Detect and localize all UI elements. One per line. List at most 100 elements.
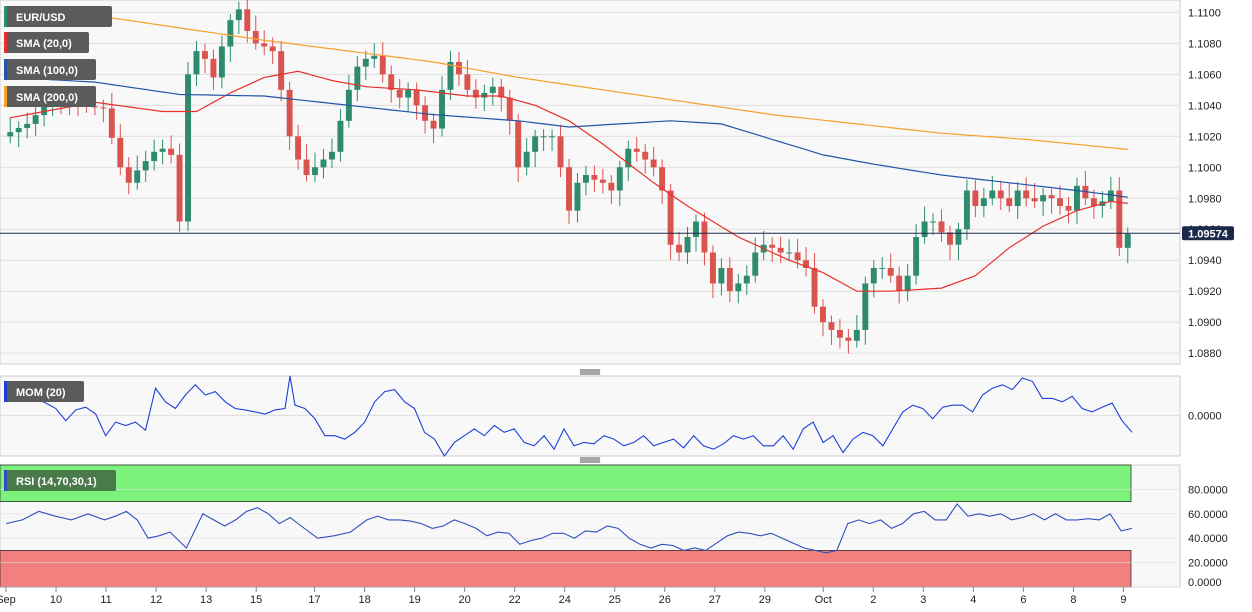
legend-mom-bg[interactable] — [4, 381, 84, 402]
candle-body — [125, 167, 132, 183]
candle — [201, 43, 208, 74]
candle — [557, 124, 564, 178]
legend-rsi[interactable]: RSI (14,70,30,1) — [4, 470, 116, 491]
splitter-handle-1[interactable] — [578, 369, 602, 375]
candle-body — [362, 58, 369, 67]
candle-body — [523, 151, 530, 168]
mom-line — [5, 375, 1133, 457]
legend-sma20-bg[interactable] — [4, 32, 89, 53]
legend-sma200-bg[interactable] — [4, 86, 96, 107]
price-tick-label: 1.1060 — [1188, 69, 1222, 81]
price-tick-label: 1.1100 — [1188, 7, 1221, 19]
candle — [286, 81, 293, 150]
candle — [295, 124, 302, 170]
legend-sma200[interactable]: SMA (200,0) — [4, 86, 96, 107]
candle-body — [769, 244, 776, 248]
candle — [15, 121, 22, 148]
candle — [904, 264, 911, 302]
candle — [676, 231, 683, 262]
rsi-series-line — [5, 503, 1133, 554]
candle — [650, 146, 657, 177]
candle-body — [709, 252, 716, 284]
candle — [879, 257, 886, 279]
rsi-tick-label: 60.0000 — [1188, 509, 1228, 521]
legend-sma100-bg[interactable] — [4, 59, 96, 80]
legend-mom[interactable]: MOM (20) — [4, 381, 84, 402]
candle-body — [1074, 185, 1080, 211]
candle — [777, 236, 784, 264]
mom-series-line — [5, 375, 1133, 457]
x-tick-label: Sep — [0, 594, 16, 606]
candle-body — [312, 167, 318, 176]
candle-body — [633, 148, 640, 152]
x-tick-label: 22 — [509, 594, 521, 606]
candle-body — [32, 115, 39, 124]
candle-body — [151, 151, 158, 162]
price-tick-label: 1.1080 — [1188, 38, 1222, 50]
rsi-tick-label: 40.0000 — [1188, 533, 1228, 545]
candle — [913, 224, 920, 285]
candle — [947, 225, 953, 260]
legend-sma100[interactable]: SMA (100,0) — [4, 59, 96, 80]
legend-symbol-bg[interactable] — [4, 6, 112, 27]
legend-sma20[interactable]: SMA (20,0) — [4, 32, 89, 53]
candle — [1057, 185, 1064, 215]
candle — [735, 273, 742, 304]
candle-body — [91, 106, 98, 108]
candle-body — [693, 221, 699, 237]
candle-body — [371, 55, 378, 59]
legend-rsi-bg[interactable] — [4, 470, 116, 491]
candle-body — [455, 61, 462, 75]
candle — [125, 156, 132, 195]
candle — [549, 129, 556, 152]
candle — [591, 165, 598, 192]
legend-mom-label: MOM (20) — [16, 387, 66, 399]
candle-body — [752, 252, 759, 276]
candle — [117, 124, 124, 176]
candle-body — [1116, 190, 1123, 248]
candle-body — [24, 123, 31, 129]
candle-body — [134, 170, 141, 183]
candle — [963, 179, 970, 241]
candle — [1074, 177, 1080, 225]
candle — [1090, 189, 1097, 219]
candle — [1006, 182, 1013, 213]
candle — [997, 180, 1004, 211]
x-tick-label: 13 — [200, 594, 212, 606]
candle-body — [193, 51, 200, 75]
candle-body — [108, 108, 115, 138]
candle — [769, 237, 776, 263]
splitter-handle-2[interactable] — [578, 457, 602, 463]
candle-body — [777, 247, 784, 253]
legend-symbol[interactable]: EUR/USD — [4, 6, 112, 27]
candle — [24, 112, 31, 139]
candle — [354, 56, 361, 102]
candle — [168, 135, 175, 164]
candle-body — [599, 179, 606, 183]
candle-body — [828, 322, 835, 330]
candle-body — [1006, 198, 1013, 207]
candle — [1107, 176, 1114, 210]
candle-body — [853, 329, 860, 341]
candle-body — [726, 267, 733, 292]
candle — [599, 168, 606, 194]
momentum-panel: 0.0000 — [0, 375, 1222, 457]
legend-rsi-label: RSI (14,70,30,1) — [16, 476, 97, 488]
sma20-line — [10, 70, 1128, 292]
legend-sma200-label: SMA (200,0) — [16, 92, 78, 104]
candle — [142, 150, 149, 182]
x-tick-label: 24 — [559, 594, 571, 606]
candle-body — [1090, 198, 1097, 207]
candle — [972, 180, 979, 218]
candle — [235, 1, 242, 35]
candle — [1014, 181, 1021, 220]
candle — [1048, 188, 1055, 214]
x-tick-label: 26 — [659, 594, 671, 606]
rsi-tick-label: 0.0000 — [1188, 577, 1222, 589]
candle — [379, 42, 386, 83]
price-tick-label: 1.0920 — [1188, 286, 1222, 298]
current-price-value: 1.09574 — [1188, 228, 1229, 240]
candle — [413, 82, 420, 120]
candle-body — [989, 190, 996, 199]
candle-body — [667, 190, 674, 245]
